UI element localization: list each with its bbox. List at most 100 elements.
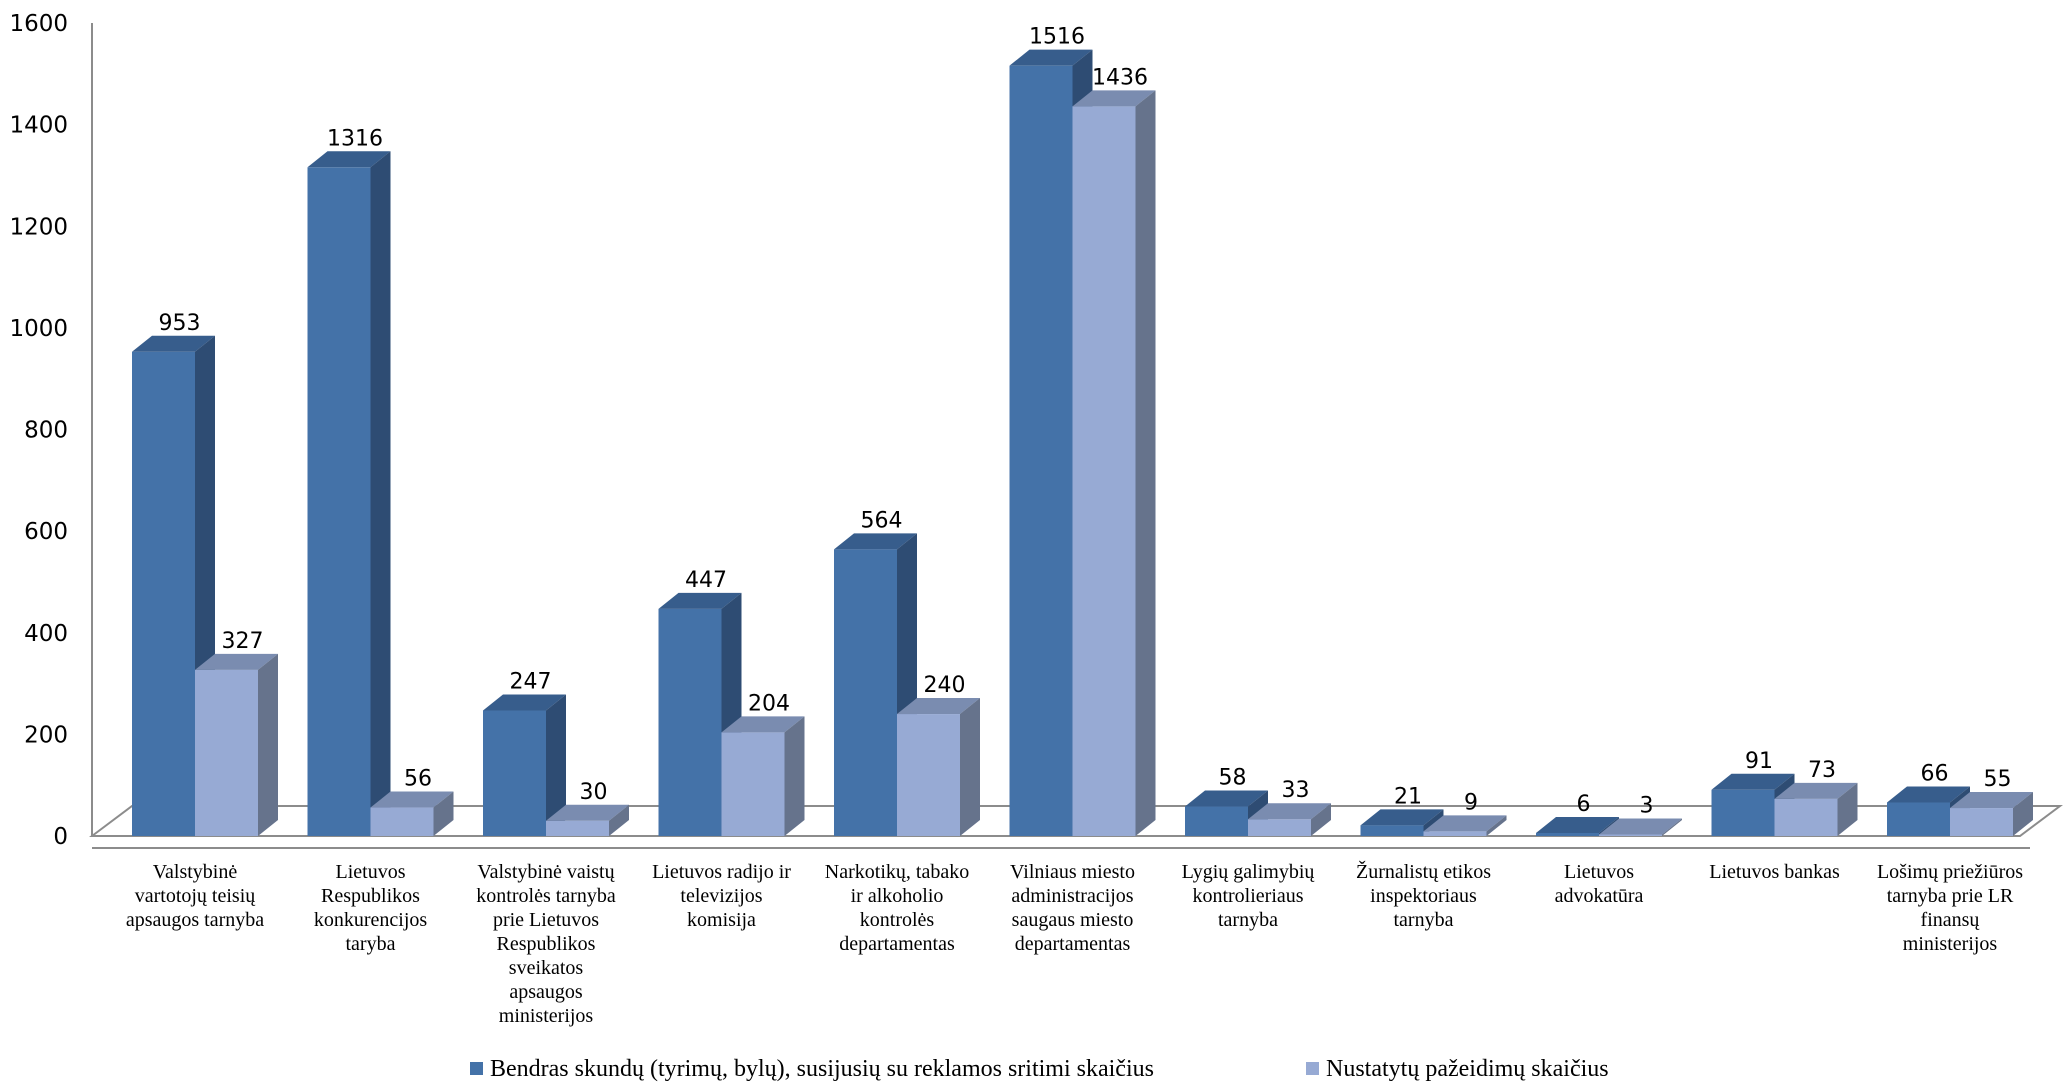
bar-s2-c2-front bbox=[370, 807, 434, 836]
legend-label-2: Nustatytų pažeidimų skaičius bbox=[1326, 1056, 1609, 1082]
bar-s2-c6-top bbox=[1072, 90, 1156, 107]
data-label-s1-c8: 21 bbox=[1394, 784, 1422, 809]
category-label-11: Lošimų priežiūros tarnyba prie LR finansų m… bbox=[1877, 861, 2023, 955]
category-label-3: Valstybinė vaistų kontrolės tarnyba prie L… bbox=[476, 861, 616, 1027]
bar-s2-c10 bbox=[1774, 782, 1858, 836]
category-label-line: Lietuvos bbox=[1564, 861, 1634, 883]
bar-s1-c4-front bbox=[658, 608, 722, 836]
bar-s2-c7-top bbox=[1248, 803, 1331, 820]
data-label-s1-c5: 564 bbox=[861, 508, 903, 533]
bar-s1-c2-top bbox=[307, 151, 391, 168]
category-label-line: Vilniaus miesto bbox=[1010, 861, 1135, 883]
category-label-line: Lietuvos radijo ir bbox=[652, 861, 791, 883]
category-label-line: komisija bbox=[687, 909, 756, 931]
category-label-line: Lietuvos bankas bbox=[1709, 861, 1840, 883]
data-label-s1-c6: 1516 bbox=[1029, 25, 1085, 50]
bar-s2-c8-top bbox=[1423, 815, 1507, 832]
data-label-s2-c9: 3 bbox=[1640, 793, 1654, 818]
bar-s1-c9-top bbox=[1536, 816, 1619, 833]
category-label-1: Valstybinė vartotojų teisių apsaugos tarny… bbox=[126, 861, 264, 931]
category-label-line: departamentas bbox=[1015, 933, 1131, 955]
bar-s2-c7-side bbox=[1311, 803, 1331, 836]
data-label-s2-c3: 30 bbox=[580, 780, 608, 805]
bar-s1-c2 bbox=[307, 151, 391, 836]
y-tick-label: 1200 bbox=[9, 214, 68, 240]
bar-s1-c8-top bbox=[1360, 809, 1444, 826]
bar-s2-c7-front bbox=[1248, 819, 1311, 836]
category-label-4: Lietuvos radijo ir televizijos komisija bbox=[652, 861, 791, 931]
bar-s1-c11-front bbox=[1887, 802, 1950, 836]
bar-s1-c9-front bbox=[1536, 832, 1599, 836]
bar-s2-c11-front bbox=[1950, 808, 2013, 836]
bar-s2-c8-side bbox=[1486, 815, 1507, 836]
data-label-s2-c10: 73 bbox=[1808, 758, 1836, 783]
category-label-line: kontrolės bbox=[860, 909, 935, 931]
bar-s2-c3 bbox=[546, 804, 629, 836]
bar-s2-c1-side bbox=[258, 653, 278, 836]
bar-s1-c4-top bbox=[658, 592, 742, 609]
bar-s2-c11 bbox=[1950, 792, 2033, 836]
bar-s1-c7-front bbox=[1185, 806, 1248, 836]
category-label-line: ministerijos bbox=[499, 1005, 594, 1027]
bar-s2-c11-side bbox=[2013, 792, 2033, 836]
bar-s1-c11-top bbox=[1887, 786, 1970, 803]
bar-s1-c2-front bbox=[307, 167, 371, 836]
bar-s2-c4-side bbox=[784, 716, 805, 836]
category-label-line: ministerijos bbox=[1903, 933, 1998, 955]
legend: Bendras skundų (tyrimų, bylų), susijusių… bbox=[470, 1056, 1609, 1082]
bar-s2-c6 bbox=[1072, 90, 1156, 836]
bar-s2-c10-front bbox=[1774, 798, 1838, 836]
legend-label-1: Bendras skundų (tyrimų, bylų), susijusių… bbox=[490, 1056, 1154, 1082]
category-label-line: Valstybinė bbox=[153, 861, 238, 883]
category-label-line: konkurencijos bbox=[314, 909, 428, 931]
bar-s1-c6-top bbox=[1009, 49, 1093, 66]
category-label-7: Lygių galimybių kontrolieriaus tarnyba bbox=[1182, 861, 1316, 931]
category-label-10: Lietuvos bankas bbox=[1709, 861, 1840, 883]
category-label-line: Lošimų priežiūros bbox=[1877, 861, 2023, 883]
category-label-line: advokatūra bbox=[1555, 885, 1644, 907]
y-tick-label: 600 bbox=[24, 519, 68, 545]
category-label-line: Narkotikų, tabako bbox=[825, 861, 969, 883]
bar-s1-c3-side bbox=[546, 694, 566, 836]
bar-s2-c9-side bbox=[1662, 818, 1682, 836]
y-tick-label: 800 bbox=[24, 418, 68, 444]
bar-s2-c8 bbox=[1423, 815, 1507, 836]
bar-s1-c10-top bbox=[1711, 773, 1795, 790]
data-label-s1-c3: 247 bbox=[510, 669, 552, 694]
bar-s2-c2-top bbox=[370, 791, 454, 808]
category-label-line: finansų bbox=[1921, 909, 1981, 931]
data-label-s1-c1: 953 bbox=[159, 311, 201, 336]
category-label-line: prie Lietuvos bbox=[493, 909, 599, 931]
bar-s1-c1-front bbox=[132, 351, 195, 836]
category-label-line: administracijos bbox=[1011, 885, 1133, 907]
bar-s2-c3-side bbox=[609, 804, 629, 836]
bar-s2-c9-top bbox=[1599, 818, 1682, 835]
data-label-s2-c8: 9 bbox=[1464, 790, 1478, 815]
bar-s1-c5-top bbox=[834, 533, 917, 550]
category-label-9: Lietuvos advokatūra bbox=[1555, 861, 1644, 907]
bar-s2-c4-top bbox=[721, 716, 805, 733]
category-label-2: Lietuvos Respublikos konkurencijos taryba bbox=[314, 861, 428, 955]
category-label-line: kontrolės tarnyba bbox=[476, 885, 616, 907]
data-label-s2-c6: 1436 bbox=[1092, 65, 1148, 90]
category-label-line: tarnyba bbox=[1218, 909, 1278, 931]
bar-s2-c1-front bbox=[195, 669, 258, 836]
category-label-line: Žurnalistų etikos bbox=[1356, 860, 1491, 883]
bar-s2-c3-top bbox=[546, 804, 629, 821]
y-tick-label: 0 bbox=[53, 824, 68, 850]
y-tick-label: 1000 bbox=[9, 316, 68, 342]
bar-s2-c2 bbox=[370, 791, 454, 836]
bar-s2-c1 bbox=[195, 653, 278, 836]
y-tick-label: 200 bbox=[24, 722, 68, 748]
category-label-line: Respublikos bbox=[497, 933, 596, 955]
data-labels: 953 327 1316 56 247 30 447 204 564 240 1516 1436 58 3… bbox=[159, 25, 2012, 819]
category-label-line: vartotojų teisių bbox=[135, 885, 257, 907]
bar-s2-c10-side bbox=[1837, 782, 1858, 836]
bar-s1-c5 bbox=[834, 533, 917, 836]
data-label-s1-c11: 66 bbox=[1921, 761, 1949, 786]
category-label-line: televizijos bbox=[680, 885, 762, 907]
y-tick-label: 1400 bbox=[9, 113, 68, 139]
bar-s1-c5-front bbox=[834, 549, 897, 836]
category-label-line: Respublikos bbox=[321, 885, 420, 907]
